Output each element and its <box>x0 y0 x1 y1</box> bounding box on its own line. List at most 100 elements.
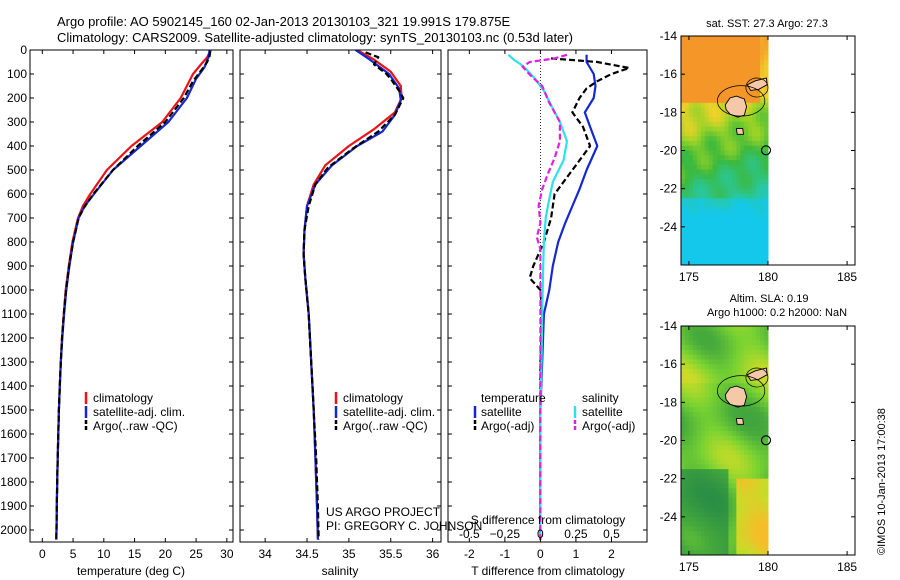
heatmap-cell <box>732 454 737 461</box>
heatmap-cell <box>700 260 706 265</box>
heatmap-cell <box>756 50 761 56</box>
heatmap-cell <box>748 464 753 470</box>
heatmap-cell <box>704 245 710 252</box>
heatmap-cell <box>684 74 690 80</box>
island-outline <box>724 95 748 118</box>
heatmap-cell <box>708 445 714 451</box>
x-tick-label: 185 <box>837 270 857 284</box>
heatmap-cell <box>704 454 710 461</box>
heatmap-cell <box>744 550 749 555</box>
heatmap-cell <box>704 469 710 475</box>
series-line-climatology <box>55 50 212 540</box>
heatmap-cell <box>760 255 765 261</box>
heatmap-cell <box>696 421 702 427</box>
heatmap-cell <box>752 217 757 223</box>
heatmap-cell <box>716 345 722 351</box>
heatmap-cell <box>764 540 769 546</box>
heatmap-cell <box>752 150 757 156</box>
heatmap-cell <box>728 440 733 446</box>
heatmap-cell <box>696 169 702 175</box>
heatmap-cell <box>764 121 769 128</box>
heatmap-cell <box>688 169 694 175</box>
heatmap-cell <box>736 464 741 470</box>
heatmap-cell <box>744 435 749 441</box>
heatmap-cell <box>752 69 757 75</box>
heatmap-cell <box>752 459 757 465</box>
heatmap-cell <box>736 526 741 532</box>
heatmap-cell <box>736 516 741 523</box>
y-tick-label: 300 <box>7 115 27 129</box>
heatmap-cell <box>724 354 729 360</box>
heatmap-cell <box>740 507 745 513</box>
heatmap-cell <box>684 407 690 413</box>
heatmap-cell <box>736 407 741 413</box>
heatmap-cell <box>748 164 753 171</box>
heatmap-cell <box>760 364 765 370</box>
heatmap-cell <box>732 136 737 142</box>
heatmap-cell <box>688 64 694 70</box>
heatmap-cell <box>752 383 757 389</box>
heatmap-cell <box>724 368 729 375</box>
heatmap-cell <box>688 383 694 389</box>
heatmap-cell <box>756 145 761 151</box>
heatmap-cell <box>692 349 698 356</box>
heatmap-cell <box>760 550 765 555</box>
heatmap-cell <box>736 136 741 142</box>
heatmap-cell <box>700 45 706 51</box>
heatmap-cell <box>752 521 757 527</box>
heatmap-cell <box>696 340 702 346</box>
heatmap-cell <box>764 407 769 413</box>
heatmap-cell <box>681 145 686 151</box>
heatmap-cell <box>712 521 718 527</box>
heatmap-cell <box>764 188 769 194</box>
heatmap-cell <box>696 502 702 508</box>
heatmap-cell <box>696 59 702 66</box>
heatmap-cell <box>752 174 757 180</box>
heatmap-cell <box>692 179 698 185</box>
heatmap-cell <box>748 550 753 555</box>
heatmap-cell <box>736 450 741 456</box>
heatmap-cell <box>728 74 733 80</box>
heatmap-cell <box>712 402 718 408</box>
heatmap-cell <box>708 368 714 375</box>
heatmap-cell <box>712 473 718 480</box>
heatmap-cell <box>764 354 769 360</box>
heatmap-cell <box>696 126 702 132</box>
heatmap-cell <box>684 535 690 542</box>
heatmap-cell <box>724 335 729 341</box>
heatmap-cell <box>732 421 737 427</box>
heatmap-cell <box>704 93 710 99</box>
heatmap-cell <box>728 340 733 346</box>
x-tick-label: 185 <box>837 560 857 574</box>
heatmap-cell <box>688 421 694 427</box>
heatmap-cell <box>704 198 710 204</box>
heatmap-cell <box>764 426 769 432</box>
heatmap-cell <box>736 492 741 499</box>
heatmap-cell <box>708 50 714 56</box>
heatmap-cell <box>744 183 749 190</box>
heatmap-cell <box>716 368 722 375</box>
heatmap-cell <box>684 492 690 499</box>
heatmap-cell <box>748 107 753 113</box>
heatmap-cell <box>748 378 753 384</box>
heatmap-cell <box>724 188 729 194</box>
heatmap-cell <box>716 531 722 537</box>
y-tick-label: 1600 <box>0 427 27 441</box>
heatmap-cell <box>704 202 710 209</box>
heatmap-cell <box>744 198 749 204</box>
heatmap-cell <box>752 421 757 427</box>
heatmap-cell <box>740 198 745 204</box>
heatmap-cell <box>720 421 725 427</box>
heatmap-cell <box>712 388 718 394</box>
heatmap-cell <box>720 188 725 194</box>
heatmap-cell <box>696 497 702 504</box>
heatmap-cell <box>752 188 757 194</box>
heatmap-cell <box>716 526 722 532</box>
heatmap-cell <box>744 36 749 42</box>
heatmap-cell <box>748 354 753 360</box>
heatmap-cell <box>764 388 769 394</box>
heatmap-cell <box>704 164 710 171</box>
heatmap-cell <box>748 212 753 218</box>
heatmap-cell <box>700 497 706 504</box>
heatmap-cell <box>704 169 710 175</box>
